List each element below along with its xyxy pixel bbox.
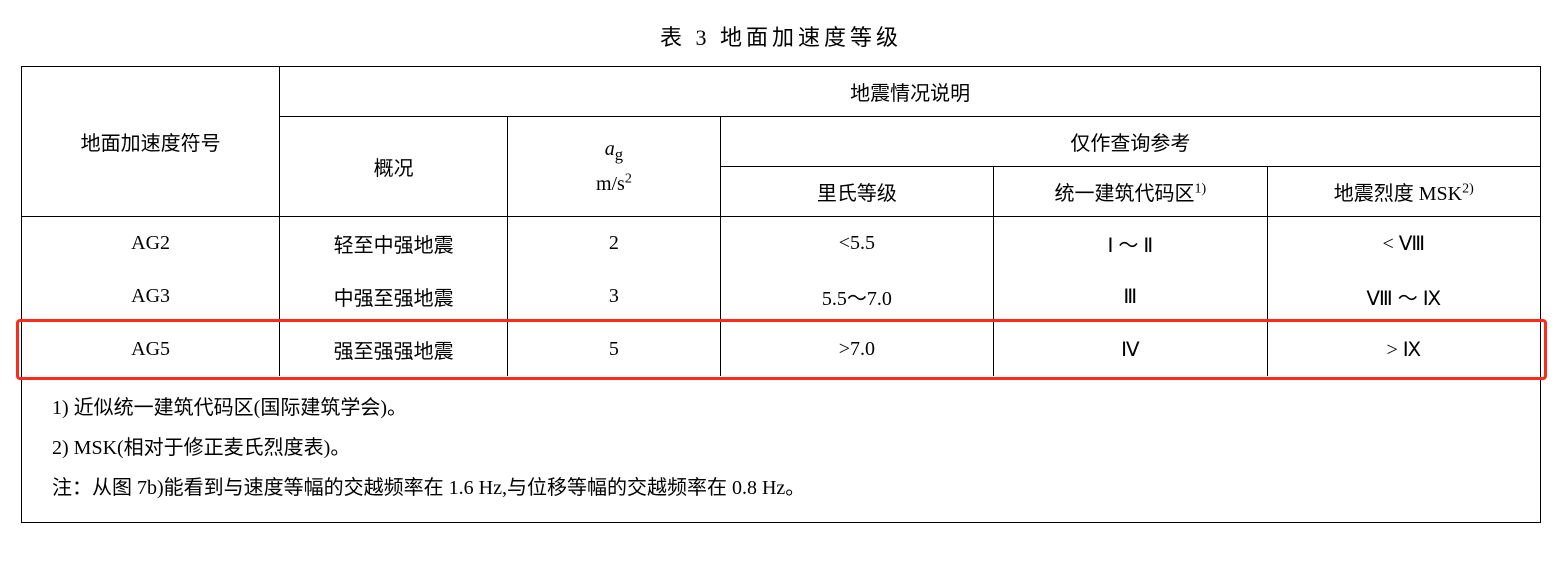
table-row: AG2轻至中强地震2<5.5Ⅰ ～ Ⅱ< Ⅷ <box>22 217 1541 271</box>
header-msk-sup: 2) <box>1462 181 1474 196</box>
footnote-2: 2) MSK(相对于修正麦氏烈度表)。 <box>52 428 1510 468</box>
table-caption: 表 3 地面加速度等级 <box>21 20 1541 52</box>
cell-ag: 2 <box>508 217 721 271</box>
footnote-3: 注：从图 7b)能看到与速度等幅的交越频率在 1.6 Hz,与位移等幅的交越频率… <box>52 468 1510 508</box>
header-ubc-text: 统一建筑代码区 <box>1054 183 1194 205</box>
cell-overview: 中强至强地震 <box>280 270 508 323</box>
header-desc-group: 地震情况说明 <box>280 67 1541 117</box>
cell-ubc: Ⅰ ～ Ⅱ <box>994 217 1267 271</box>
cell-ag: 3 <box>508 270 721 323</box>
cell-msk: Ⅷ ～ Ⅸ <box>1267 270 1540 323</box>
header-ref-group: 仅作查询参考 <box>720 117 1540 167</box>
cell-ag: 5 <box>508 323 721 376</box>
ag-symbol: a <box>605 138 615 160</box>
cell-ubc: Ⅲ <box>994 270 1267 323</box>
footnote-1: 1) 近似统一建筑代码区(国际建筑学会)。 <box>52 388 1510 428</box>
header-overview: 概况 <box>280 117 508 217</box>
cell-richter: >7.0 <box>720 323 993 376</box>
cell-msk: < Ⅷ <box>1267 217 1540 271</box>
table-row: AG3中强至强地震35.5～7.0ⅢⅧ ～ Ⅸ <box>22 270 1541 323</box>
header-symbol: 地面加速度符号 <box>22 67 280 217</box>
header-msk-text: 地震烈度 MSK <box>1334 183 1462 205</box>
header-ubc: 统一建筑代码区1) <box>994 167 1267 217</box>
ag-unit-base: m/s <box>596 173 625 195</box>
cell-overview: 强至强强地震 <box>280 323 508 376</box>
header-ubc-sup: 1) <box>1194 181 1206 196</box>
cell-ubc: Ⅳ <box>994 323 1267 376</box>
cell-richter: <5.5 <box>720 217 993 271</box>
cell-symbol: AG2 <box>22 217 280 271</box>
ag-unit-exp: 2 <box>625 172 632 187</box>
ag-sub: g <box>615 145 623 164</box>
table-wrapper: 地面加速度符号 地震情况说明 概况 ag m/s2 仅作查询参考 里氏等级 <box>21 66 1541 523</box>
cell-msk: > Ⅸ <box>1267 323 1540 376</box>
cell-richter: 5.5～7.0 <box>720 270 993 323</box>
cell-symbol: AG3 <box>22 270 280 323</box>
header-richter: 里氏等级 <box>720 167 993 217</box>
cell-overview: 轻至中强地震 <box>280 217 508 271</box>
footnotes: 1) 近似统一建筑代码区(国际建筑学会)。 2) MSK(相对于修正麦氏烈度表)… <box>21 376 1541 523</box>
acceleration-table: 地面加速度符号 地震情况说明 概况 ag m/s2 仅作查询参考 里氏等级 <box>21 66 1541 376</box>
cell-symbol: AG5 <box>22 323 280 376</box>
header-msk: 地震烈度 MSK2) <box>1267 167 1540 217</box>
header-ag: ag m/s2 <box>508 117 721 217</box>
table-row: AG5强至强强地震5>7.0Ⅳ> Ⅸ <box>22 323 1541 376</box>
